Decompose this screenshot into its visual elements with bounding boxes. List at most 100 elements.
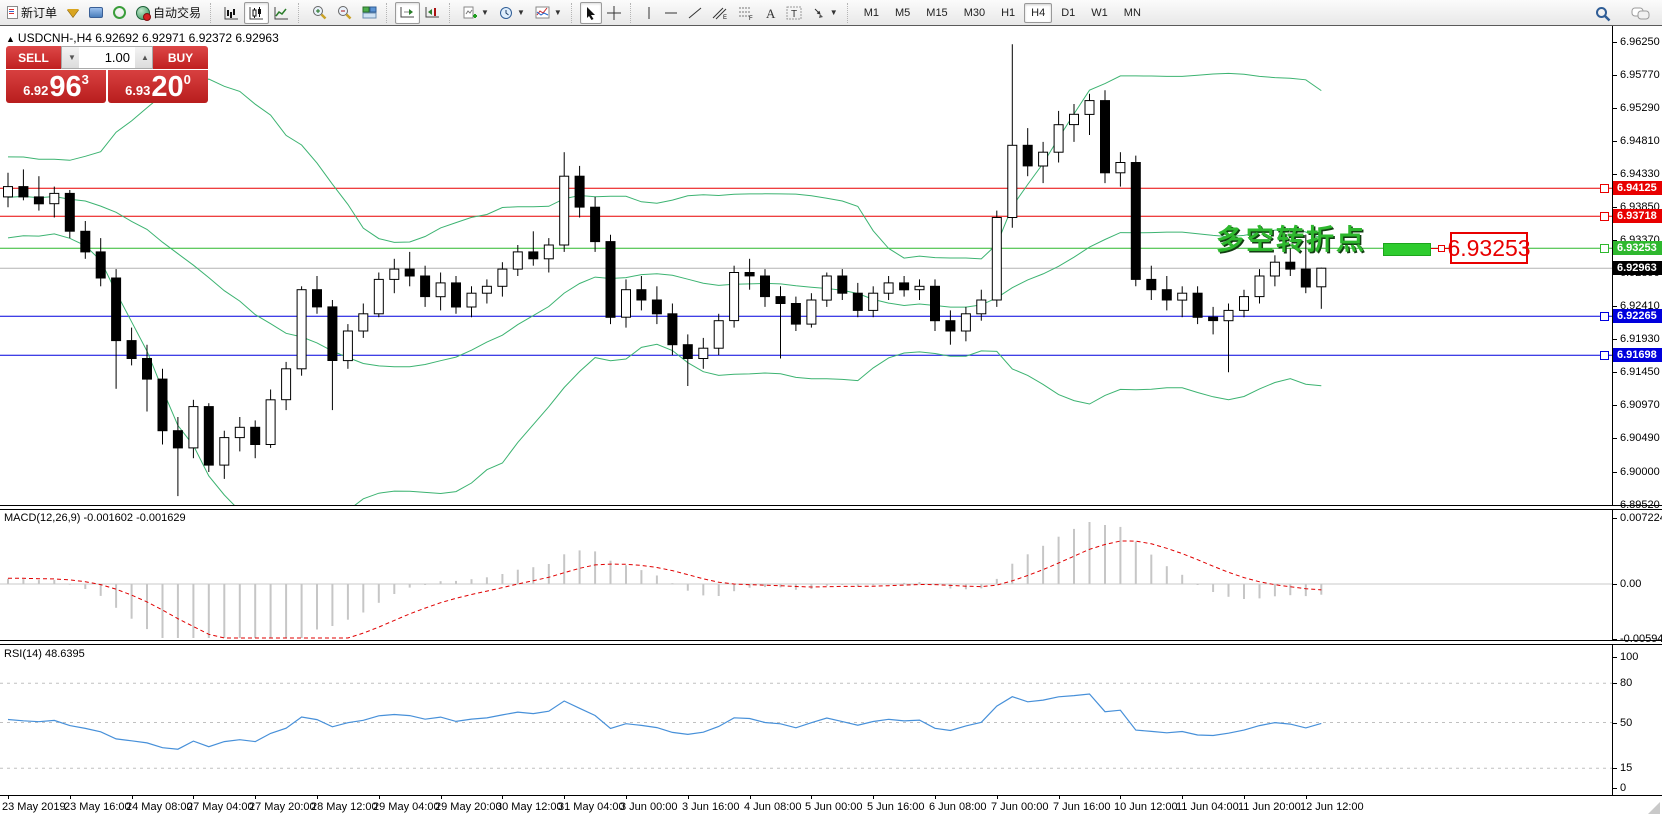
publisher-button[interactable] [84,2,108,24]
search-button[interactable] [1590,3,1616,25]
candle[interactable] [33,196,44,205]
candle[interactable] [219,437,230,466]
candle[interactable] [991,217,1002,301]
candle[interactable] [358,313,369,332]
market-watch-button[interactable] [62,2,84,24]
candle[interactable] [142,358,152,380]
candle[interactable] [682,344,693,360]
auto-scroll-button[interactable] [395,1,421,24]
candle[interactable] [852,292,863,311]
candle[interactable] [404,268,415,277]
candle[interactable] [1115,162,1126,174]
candle[interactable] [203,406,214,466]
candle[interactable] [1069,113,1079,126]
candle[interactable] [837,275,848,294]
candle[interactable] [1223,309,1234,322]
candle[interactable] [3,186,13,198]
candle[interactable] [1254,275,1265,298]
horizontal-line-button[interactable] [659,2,683,24]
candle[interactable] [574,175,585,208]
candle[interactable] [188,406,199,449]
periods-button[interactable]: ▼ [494,2,530,24]
candle[interactable] [1038,151,1049,167]
candle[interactable] [1022,144,1033,167]
main-chart-plot[interactable] [0,27,1612,505]
candle[interactable] [868,292,879,311]
candle[interactable] [234,426,245,439]
candle[interactable] [976,299,987,315]
label-tool-button[interactable]: T [781,2,807,24]
candle[interactable] [960,313,971,332]
candle[interactable] [312,289,322,308]
candle[interactable] [1053,124,1064,153]
panel-separator[interactable] [0,640,1662,645]
candle[interactable] [806,299,817,325]
candle[interactable] [605,241,616,318]
crosshair-button[interactable] [602,2,626,24]
zoom-out-button[interactable] [332,2,357,24]
candle[interactable] [883,282,894,294]
rsi-plot[interactable] [0,644,1612,795]
candle[interactable] [296,289,307,370]
line-endpoint-square[interactable] [1600,312,1609,321]
candle[interactable] [667,313,678,346]
candle[interactable] [373,278,384,315]
annotation-callout-box[interactable]: 6.93253 [1447,232,1531,264]
tile-windows-button[interactable] [357,2,382,24]
candle[interactable] [1300,268,1311,288]
candle[interactable] [512,251,523,270]
macd-plot[interactable] [0,509,1612,640]
collapse-triangle-icon[interactable]: ▲ [6,34,15,44]
candle[interactable] [744,272,755,277]
volume-decrease-button[interactable]: ▼ [62,47,79,68]
candle[interactable] [265,399,276,445]
candle[interactable] [543,244,554,260]
line-endpoint-square[interactable] [1600,351,1609,360]
candle[interactable] [698,347,709,360]
candle[interactable] [481,285,492,294]
timeframe-button-H1[interactable]: H1 [994,3,1022,23]
candle[interactable] [651,299,662,315]
candle[interactable] [930,285,940,322]
candle[interactable] [250,426,261,445]
line-endpoint-square[interactable] [1600,184,1609,193]
resize-grip[interactable] [1648,802,1660,814]
candle[interactable] [126,340,137,360]
candle[interactable] [64,192,75,232]
arrows-tool-button[interactable]: ▼ [807,2,843,24]
candle[interactable] [80,230,91,253]
candle[interactable] [18,186,29,198]
candle[interactable] [1161,289,1172,301]
chart-shift-button[interactable] [420,2,445,24]
volume-increase-button[interactable]: ▲ [135,47,152,68]
auto-trading-button[interactable]: 自动交易 [131,2,206,24]
timeframe-button-M5[interactable]: M5 [888,3,917,23]
candle[interactable] [342,330,353,362]
candle[interactable] [420,275,431,298]
candle[interactable] [559,175,570,246]
candle[interactable] [621,289,631,318]
candle[interactable] [172,430,183,449]
candle[interactable] [729,272,740,322]
new-order-button[interactable]: 新订单 [2,2,62,24]
trendline-button[interactable] [683,2,707,24]
candle[interactable] [281,368,292,401]
candle[interactable] [1285,261,1296,270]
candle[interactable] [945,320,956,332]
candle[interactable] [95,251,106,279]
timeframe-button-W1[interactable]: W1 [1084,3,1115,23]
timeframe-button-M30[interactable]: M30 [957,3,992,23]
vertical-line-button[interactable] [639,2,659,24]
panel-separator[interactable] [0,505,1662,510]
timeframe-button-H4[interactable]: H4 [1024,2,1053,23]
cursor-button[interactable] [579,1,602,24]
candle[interactable] [1316,267,1327,288]
timeframe-button-MN[interactable]: MN [1117,3,1148,23]
candle[interactable] [1208,316,1219,322]
equidistant-channel-button[interactable]: E [707,2,733,24]
annotation-anchor-square[interactable] [1438,245,1445,252]
candle[interactable] [451,282,461,308]
line-endpoint-square[interactable] [1600,244,1609,253]
candle[interactable] [1239,296,1249,311]
annotation-text[interactable]: 多空转折点 [1216,224,1367,255]
